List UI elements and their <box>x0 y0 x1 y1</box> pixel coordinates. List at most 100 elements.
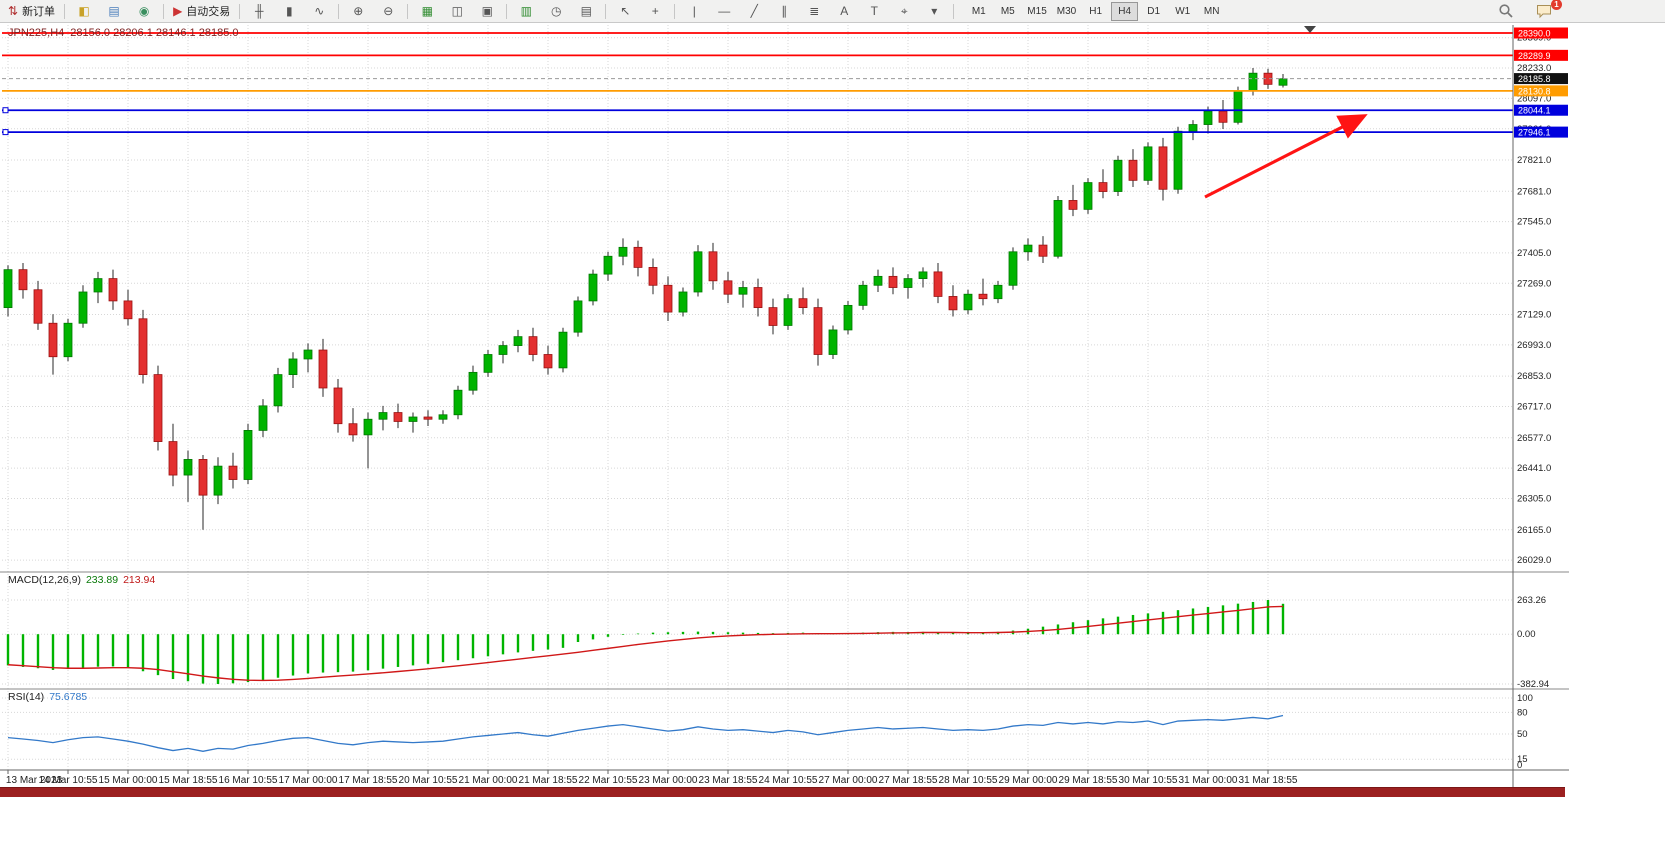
time-axis-label: 21 Mar 18:55 <box>519 775 578 786</box>
candle-down <box>123 300 133 320</box>
bar-chart-type-button[interactable]: ╫ <box>245 1 273 22</box>
candle-up <box>1173 130 1183 190</box>
new-order-button[interactable]: ⇅ 新订单 <box>4 1 59 22</box>
zoom-in-button[interactable]: ⊕ <box>344 1 372 22</box>
objects-dropdown[interactable]: ▾ <box>920 1 948 22</box>
auto-trading-button[interactable]: ▶ 自动交易 <box>169 1 234 22</box>
cascade-windows-button[interactable]: ◫ <box>443 1 471 22</box>
arrange-windows-button[interactable]: ▣ <box>473 1 501 22</box>
new-chart-button[interactable]: ▥ <box>512 1 540 22</box>
equidistant-channel-button[interactable]: ∥ <box>770 1 798 22</box>
candle-down <box>813 307 823 355</box>
price-axis-label: 26441.0 <box>1517 463 1551 474</box>
price-axis-label: 27821.0 <box>1517 155 1551 166</box>
notification-badge: 1 <box>1551 0 1562 10</box>
price-axis-label: 26165.0 <box>1517 525 1551 536</box>
time-axis-label: 15 Mar 18:55 <box>159 775 218 786</box>
text-button[interactable]: A <box>830 1 858 22</box>
equidistant-channel-icon: ∥ <box>781 4 788 18</box>
timeframe-toolbar: M1 M5 M15 M30 H1 H4 D1 W1 MN <box>964 1 1226 21</box>
timeframe-d1-button[interactable]: D1 <box>1147 5 1161 17</box>
history-center-button[interactable]: ◷ <box>542 1 570 22</box>
candle-up <box>408 416 418 422</box>
timeframe-m5-button[interactable]: M5 <box>1000 5 1015 17</box>
chart-template-button[interactable]: ▤ <box>572 1 600 22</box>
time-axis-label: 21 Mar 00:00 <box>459 775 518 786</box>
candle-up <box>873 275 883 286</box>
candle-up <box>1143 146 1153 181</box>
trendline-button[interactable]: ╱ <box>740 1 768 22</box>
price-tag-label: 27946.1 <box>1518 128 1551 138</box>
arrows-button[interactable]: ⌖ <box>890 1 918 22</box>
price-tag-label: 28289.9 <box>1518 51 1551 61</box>
timeframe-m30-button[interactable]: M30 <box>1056 5 1077 17</box>
toolbar-separator <box>506 3 508 19</box>
price-axis-label: 27545.0 <box>1517 217 1551 228</box>
crosshair-icon: + <box>651 4 659 18</box>
candle-up <box>1113 159 1123 192</box>
candle-down <box>1158 146 1168 190</box>
time-axis-label: 23 Mar 00:00 <box>639 775 698 786</box>
zoom-out-button[interactable]: ⊖ <box>374 1 402 22</box>
market-watch-button[interactable]: ◧ <box>70 1 98 22</box>
text-label-button[interactable]: T <box>860 1 888 22</box>
crosshair-button[interactable]: + <box>641 1 669 22</box>
cursor-button[interactable]: ↖ <box>611 1 639 22</box>
candle-up <box>483 354 493 373</box>
search-button[interactable] <box>1492 1 1520 22</box>
price-tag-label: 28130.8 <box>1518 86 1551 96</box>
notifications-button[interactable]: 1 <box>1530 0 1562 22</box>
navigator-button[interactable]: ◉ <box>130 1 158 22</box>
macd-axis-label: 263.26 <box>1517 595 1546 606</box>
tile-windows-button[interactable]: ▦ <box>413 1 441 22</box>
candle-up <box>273 374 283 407</box>
timeframe-m1-button[interactable]: M1 <box>971 5 986 17</box>
horizontal-line-button[interactable]: ― <box>710 1 738 22</box>
candle-down <box>348 423 358 436</box>
candle-up <box>183 459 193 476</box>
candle-up <box>858 284 868 306</box>
arrows-icon: ⌖ <box>900 4 908 18</box>
trend-arrow-annotation[interactable] <box>1204 114 1368 199</box>
candle-down <box>723 280 733 295</box>
data-window-button[interactable]: ▤ <box>100 1 128 22</box>
candle-up <box>738 287 748 295</box>
price-axis-label: 26853.0 <box>1517 371 1551 382</box>
chart-shift-marker[interactable] <box>1304 26 1316 33</box>
time-axis-label: 16 Mar 10:55 <box>219 775 278 786</box>
line-chart-type-button[interactable]: ∿ <box>305 1 333 22</box>
fibonacci-button[interactable]: ≣ <box>800 1 828 22</box>
time-axis-label: 14 Mar 10:55 <box>39 775 98 786</box>
price-axis-label: 26305.0 <box>1517 493 1551 504</box>
candle-up <box>513 336 523 346</box>
price-tag-28390.0 <box>1514 27 1568 39</box>
price-tag-28130.8 <box>1514 85 1568 97</box>
toolbar-separator <box>674 3 676 19</box>
chat-bubble-icon <box>1537 5 1551 19</box>
candlestick-type-button[interactable]: ▮ <box>275 1 303 22</box>
horizontal-scrollbar[interactable] <box>0 787 1565 797</box>
timeframe-mn-button[interactable]: MN <box>1203 5 1220 17</box>
line-handle[interactable] <box>2 129 9 136</box>
candle-up <box>573 300 583 333</box>
vertical-line-icon: | <box>692 4 696 18</box>
rsi-axis-label: 15 <box>1517 754 1528 765</box>
time-axis-label: 17 Mar 00:00 <box>279 775 338 786</box>
candle-down <box>708 251 718 282</box>
timeframe-h1-button[interactable]: H1 <box>1089 5 1103 17</box>
candle-down <box>978 293 988 300</box>
candle-up <box>1008 251 1018 286</box>
timeframe-w1-button[interactable]: W1 <box>1175 5 1191 17</box>
candle-down <box>228 465 238 480</box>
candle-up <box>678 291 688 313</box>
auto-trading-button-label: 自动交易 <box>186 6 231 18</box>
timeframe-m15-button[interactable]: M15 <box>1027 5 1047 17</box>
zoom-out-icon: ⊖ <box>383 4 394 18</box>
objects-icon: ▾ <box>931 4 938 18</box>
line-handle[interactable] <box>2 107 9 114</box>
vertical-line-button[interactable]: | <box>680 1 708 22</box>
price-axis-label: 26993.0 <box>1517 340 1551 351</box>
timeframe-h4-button[interactable]: H4 <box>1111 1 1139 21</box>
time-axis-label: 29 Mar 18:55 <box>1059 775 1118 786</box>
